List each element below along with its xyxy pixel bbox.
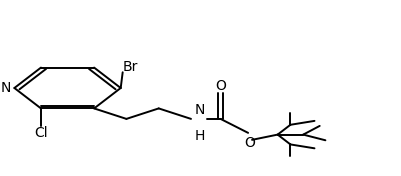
Text: Cl: Cl — [34, 126, 48, 140]
Text: H: H — [195, 129, 205, 143]
Text: O: O — [215, 79, 226, 93]
Text: N: N — [0, 81, 11, 95]
Text: N: N — [195, 103, 205, 117]
Text: Br: Br — [123, 60, 138, 74]
Text: O: O — [245, 136, 255, 150]
